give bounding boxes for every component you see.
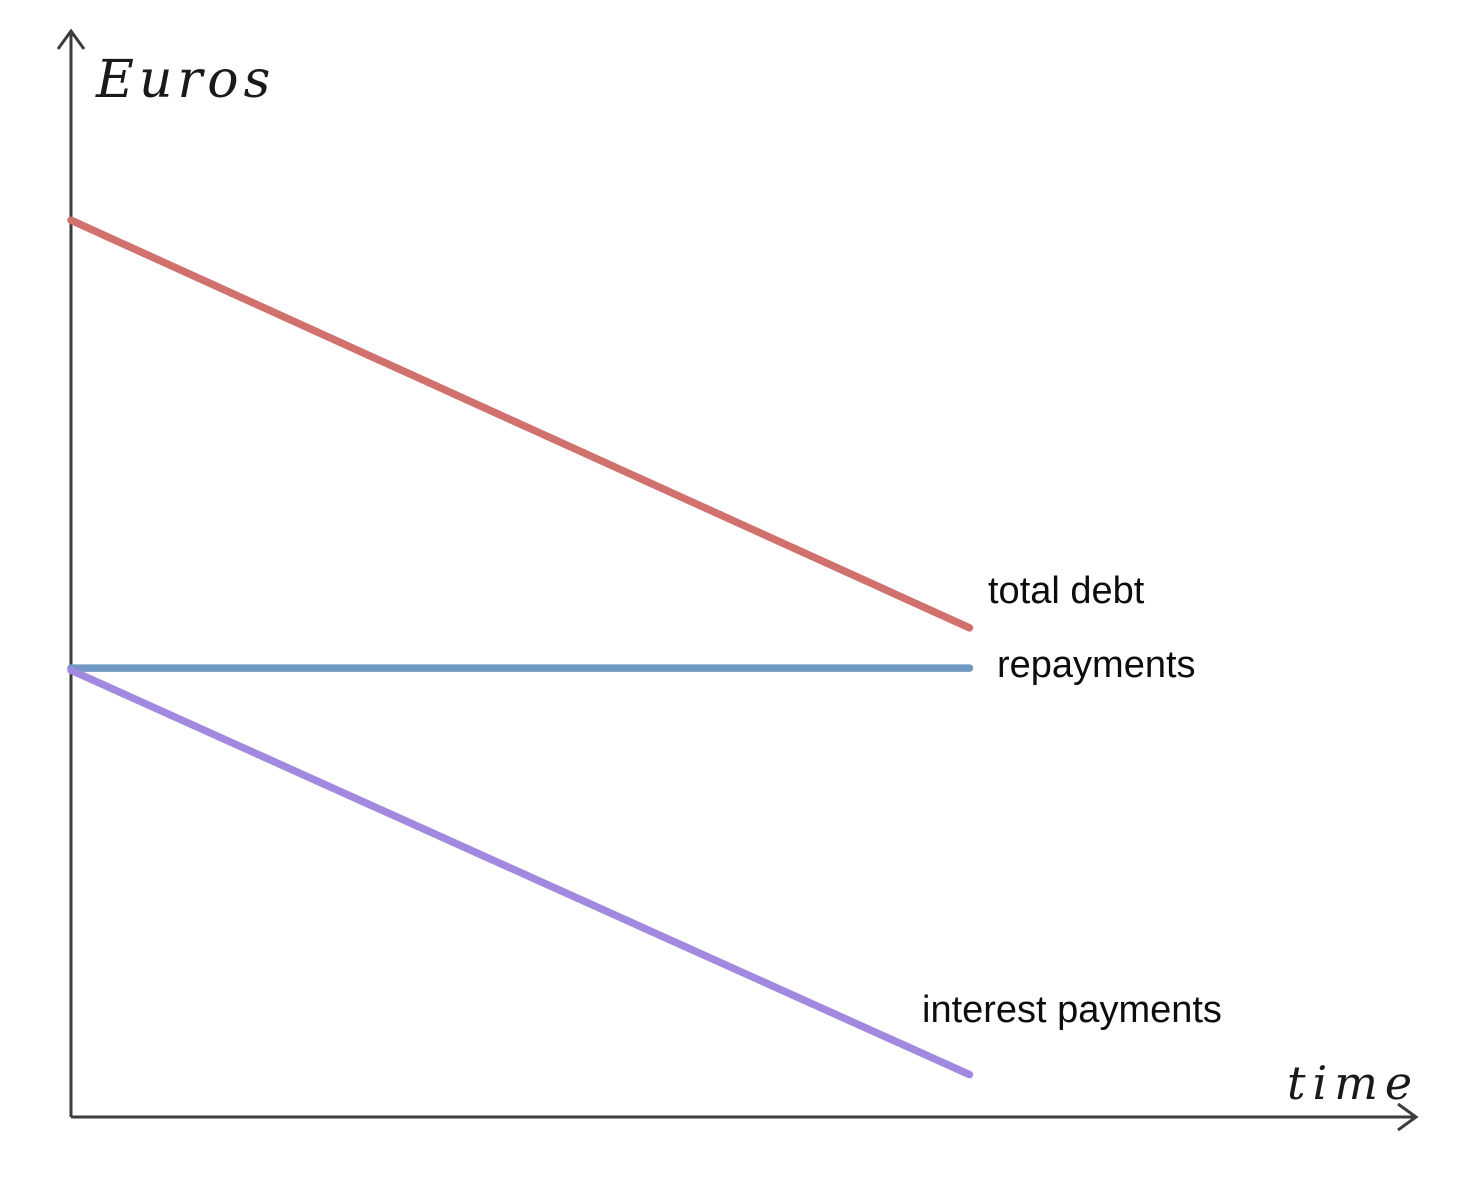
x-axis-arrowhead	[1397, 1102, 1419, 1132]
series-layer	[67, 216, 974, 1079]
series-line-total-debt	[67, 216, 974, 632]
series-line-interest-payments	[67, 666, 974, 1079]
series-label-repayments: repayments	[997, 644, 1196, 686]
series-label-total-debt: total debt	[988, 570, 1145, 612]
series-label-interest-payments: interest payments	[922, 989, 1222, 1031]
y-axis-label: Euros	[96, 50, 276, 110]
y-axis-arrowhead	[56, 28, 86, 50]
x-axis-label: time	[1287, 1056, 1420, 1110]
